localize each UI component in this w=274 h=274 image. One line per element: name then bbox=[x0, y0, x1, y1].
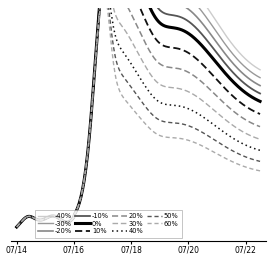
Legend: -40%, -30%, -20%, -10%, 0%, 10%, 20%, 30%, 40%, 50%, 60%: -40%, -30%, -20%, -10%, 0%, 10%, 20%, 30… bbox=[35, 210, 182, 238]
